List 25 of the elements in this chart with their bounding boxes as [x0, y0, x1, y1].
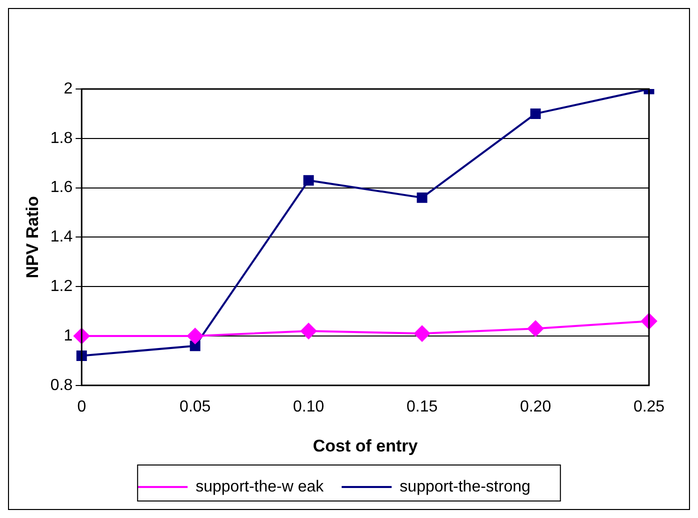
- x-tick-label: 0.10: [293, 398, 324, 416]
- point: [416, 192, 428, 203]
- x-tick-label: 0.05: [180, 398, 211, 416]
- legend-label: support-the-w eak: [196, 478, 325, 496]
- point: [300, 323, 317, 340]
- legend-label: support-the-strong: [400, 478, 530, 496]
- point: [528, 320, 544, 337]
- y-tick-label: 0.8: [50, 376, 73, 394]
- point: [74, 328, 90, 344]
- x-tick-label: 0.25: [633, 398, 665, 416]
- point: [530, 108, 541, 119]
- x-tick-label: 0.20: [520, 398, 552, 416]
- y-tick-label: 1.6: [50, 179, 73, 196]
- y-tick-label: 1.4: [50, 228, 73, 246]
- y-tick-label: 1: [64, 327, 73, 344]
- y-tick-label: 1.8: [50, 130, 73, 147]
- y-tick-label: 1.2: [50, 278, 73, 296]
- point: [414, 326, 430, 342]
- x-tick-label: 0.15: [406, 398, 438, 416]
- x-tick-label: 0: [77, 398, 86, 416]
- y-tick-label: 2: [64, 80, 73, 98]
- point: [187, 328, 204, 344]
- x-axis-title: Cost of entry: [312, 436, 418, 456]
- point: [303, 175, 314, 186]
- y-axis-title: NPV Ratio: [22, 196, 42, 278]
